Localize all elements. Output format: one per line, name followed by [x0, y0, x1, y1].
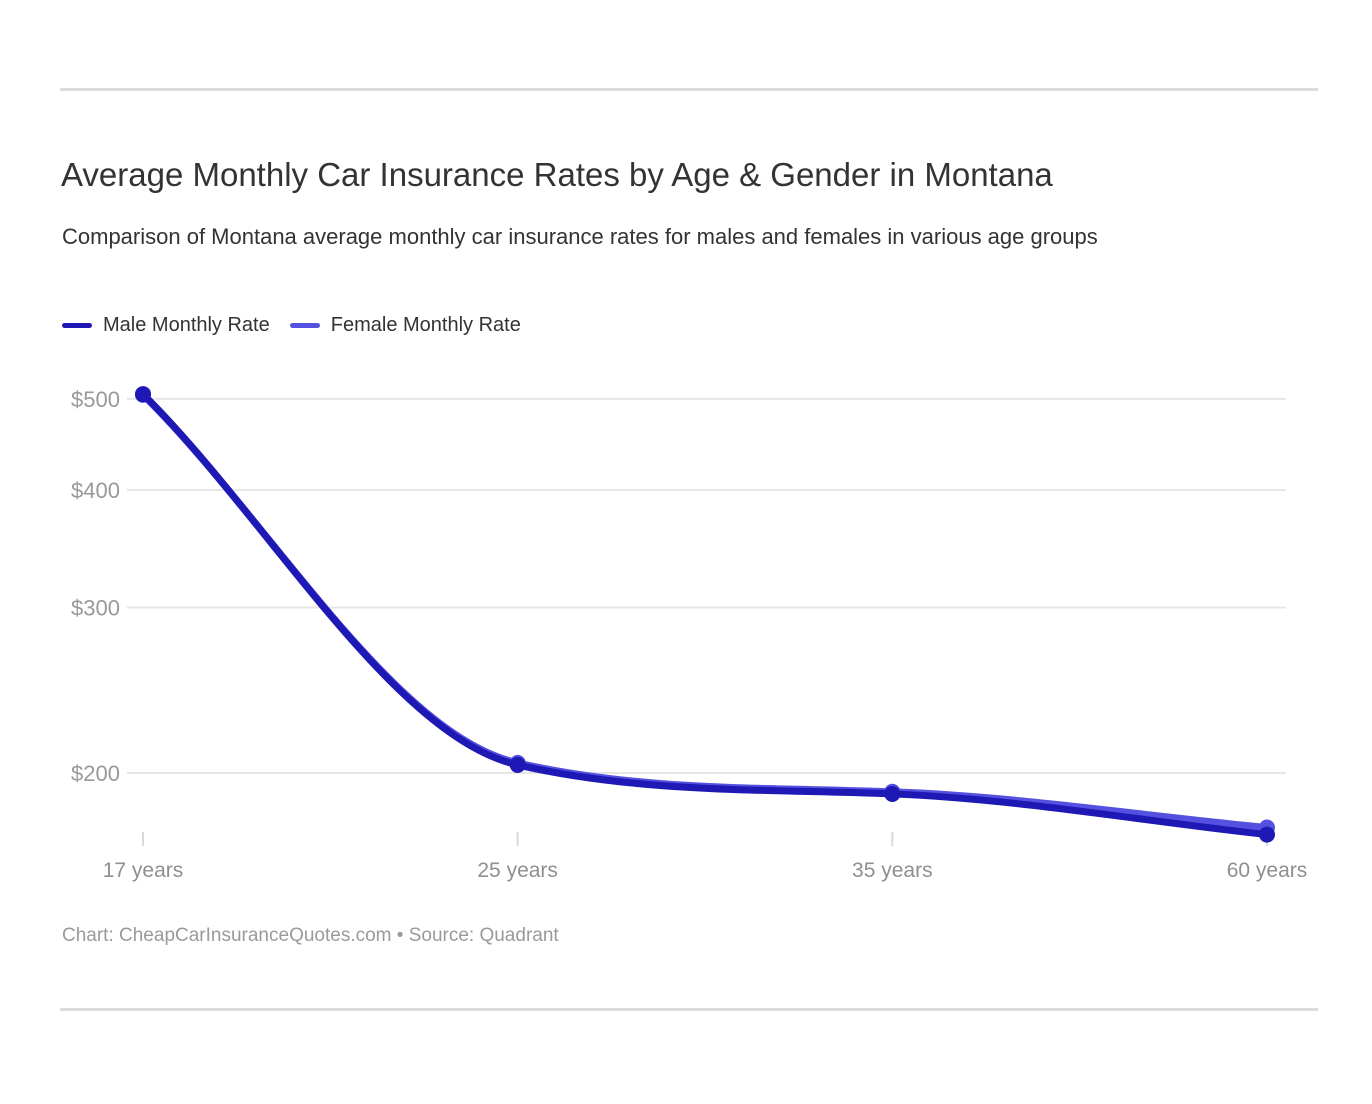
male-monthly-rate-point — [1258, 826, 1275, 843]
female-monthly-rate-point — [1258, 819, 1275, 836]
y-axis-label: $300 — [71, 595, 120, 620]
y-axis-label: $500 — [71, 387, 120, 412]
male-monthly-rate-point — [135, 386, 151, 403]
female-monthly-rate-point — [884, 783, 901, 800]
y-axis-label: $200 — [71, 761, 120, 786]
legend-label-female: Female Monthly Rate — [330, 314, 521, 336]
male-monthly-rate-line — [139, 390, 1271, 839]
male-monthly-rate-point — [509, 756, 526, 773]
x-axis-label: 35 years — [852, 859, 933, 882]
y-axis-label: $400 — [71, 478, 120, 503]
bottom-divider — [60, 1008, 1318, 1011]
legend: Male Monthly Rate Female Monthly Rate — [62, 314, 521, 337]
female-monthly-rate-line — [139, 391, 1271, 832]
top-divider — [60, 88, 1318, 91]
male-monthly-rate-point — [884, 785, 901, 802]
chart-title: Average Monthly Car Insurance Rates by A… — [61, 156, 1053, 193]
x-axis-label: 25 years — [477, 859, 558, 882]
legend-label-male: Male Monthly Rate — [103, 314, 270, 336]
x-axis-label: 60 years — [1227, 859, 1308, 882]
male-line-swatch-icon — [62, 323, 92, 328]
x-axis-label: 17 years — [103, 859, 184, 882]
female-monthly-rate-point — [509, 754, 526, 771]
legend-item-female: Female Monthly Rate — [289, 314, 521, 337]
legend-item-male: Male Monthly Rate — [62, 314, 270, 337]
attribution: Chart: CheapCarInsuranceQuotes.com • Sou… — [62, 925, 559, 946]
female-line-swatch-icon — [289, 323, 320, 328]
chart-subtitle: Comparison of Montana average monthly ca… — [62, 224, 1098, 249]
female-monthly-rate-point — [135, 386, 151, 403]
